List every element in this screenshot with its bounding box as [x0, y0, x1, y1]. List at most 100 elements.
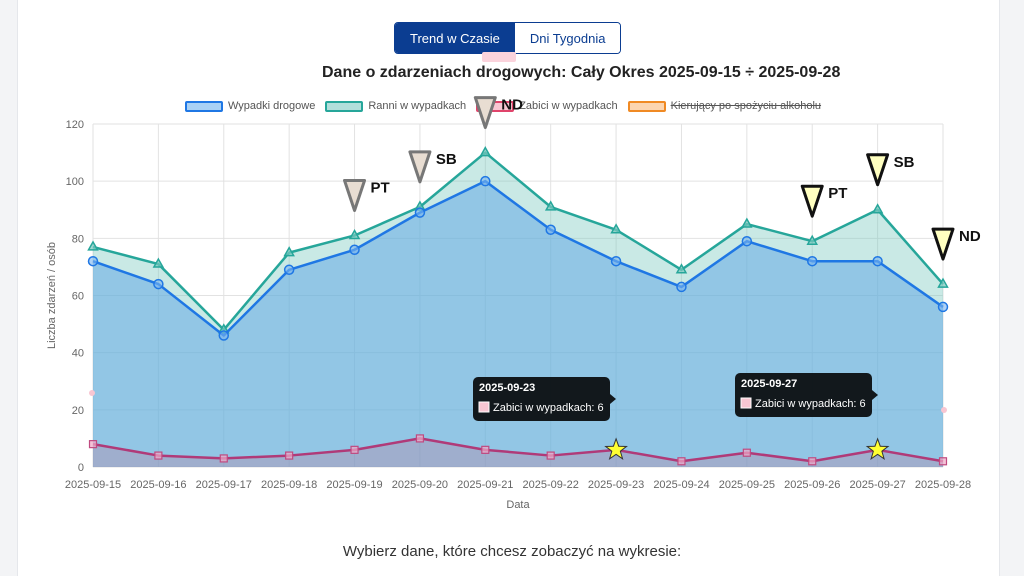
- y-tick-label: 0: [78, 462, 84, 474]
- x-tick-label: 2025-09-23: [588, 479, 644, 491]
- tooltip-caret: [872, 390, 878, 400]
- y-tick-label: 100: [66, 176, 84, 188]
- y-tick-label: 40: [72, 348, 84, 360]
- injured-point: [479, 146, 492, 157]
- legend-swatch: [185, 100, 223, 112]
- injured-point: [283, 246, 295, 257]
- accidents-point: [153, 278, 164, 290]
- killed-point: [677, 457, 686, 466]
- tooltip-value: Zabici w wypadkach: 6: [493, 402, 604, 414]
- legend-label: Zabici w wypadkach: [519, 100, 618, 112]
- injured-point: [741, 217, 753, 228]
- killed-point: [219, 454, 228, 463]
- injured-point: [806, 234, 819, 245]
- series-killed-area: [93, 438, 943, 467]
- chart-legend: Wypadki drogowe Ranni w wypadkach Zabici…: [185, 100, 831, 112]
- legend-label: Kierujący po spożyciu alkoholu: [670, 100, 822, 112]
- series-injured-line: [92, 179, 944, 337]
- tooltip-swatch: [478, 401, 490, 413]
- accidents-point: [283, 264, 295, 276]
- hidden-point: [941, 407, 947, 413]
- tooltip-caret: [610, 394, 616, 404]
- series-injured-area: [93, 181, 943, 467]
- injured-point: [610, 223, 622, 234]
- y-tick-label: 120: [66, 119, 84, 131]
- weekday-label: PT: [371, 179, 390, 196]
- injured-point: [348, 228, 361, 240]
- weekday-marker-icon: [408, 150, 432, 184]
- legend-item-accidents[interactable]: Wypadki drogowe: [185, 100, 315, 112]
- killed-point: [481, 445, 490, 454]
- highlight-star-icon: [604, 437, 628, 460]
- x-tick-label: 2025-09-24: [653, 479, 709, 491]
- injured-point: [675, 263, 688, 274]
- x-tick-label: 2025-09-26: [784, 479, 840, 491]
- legend-item-alcohol[interactable]: Kierujący po spożyciu alkoholu: [627, 100, 822, 112]
- tooltip-box: [735, 373, 872, 417]
- injured-point: [544, 200, 557, 211]
- legend-item-injured[interactable]: Ranni w wypadkach: [325, 100, 466, 112]
- x-tick-label: 2025-09-22: [523, 479, 579, 491]
- y-tick-label: 20: [72, 405, 84, 417]
- y-axis-title: Liczba zdarzeń / osób: [46, 242, 58, 349]
- weekday-marker-icon: [931, 227, 955, 261]
- weekday-label: ND: [501, 97, 523, 114]
- injured-point: [871, 203, 884, 214]
- accidents-point: [872, 255, 883, 267]
- accidents-point: [806, 255, 818, 267]
- weekday-marker-icon: [866, 153, 890, 187]
- legend-swatch: [325, 100, 364, 112]
- accidents-point: [545, 224, 556, 236]
- legend-label: Wypadki drogowe: [228, 100, 316, 112]
- injured-point: [87, 240, 99, 251]
- x-tick-label: 2025-09-19: [326, 479, 382, 491]
- tooltip-swatch: [740, 397, 752, 409]
- accidents-point: [218, 330, 230, 341]
- y-tick-label: 60: [72, 291, 84, 303]
- tooltip-value: Zabici w wypadkach: 6: [755, 398, 866, 410]
- x-tick-label: 2025-09-21: [457, 479, 513, 491]
- chart-title: Dane o zdarzeniach drogowych: Cały Okres…: [322, 64, 841, 81]
- data-selection-prompt: Wybierz dane, które chcesz zobaczyć na w…: [342, 543, 682, 560]
- x-axis-title: Data: [506, 499, 530, 511]
- weekday-marker-icon: [800, 184, 824, 218]
- accidents-point: [480, 175, 491, 187]
- killed-point: [350, 445, 359, 454]
- killed-point: [415, 434, 425, 443]
- x-tick-label: 2025-09-28: [915, 479, 971, 491]
- x-tick-label: 2025-09-17: [196, 479, 252, 491]
- x-tick-label: 2025-09-15: [65, 479, 121, 491]
- accidents-point: [676, 281, 687, 293]
- weekday-marker-icon: [473, 96, 497, 130]
- tooltip-date: 2025-09-23: [479, 382, 535, 394]
- weekday-label: SB: [894, 154, 915, 171]
- tooltip-date: 2025-09-27: [741, 378, 797, 390]
- tooltip-box: [473, 377, 610, 421]
- accidents-point: [937, 301, 949, 313]
- accidents-point: [741, 235, 753, 247]
- weekday-tab-button[interactable]: Dni Tygodnia: [514, 23, 621, 53]
- accidents-point: [414, 207, 426, 218]
- hidden-point: [89, 390, 95, 396]
- killed-point: [546, 451, 555, 460]
- killed-point: [285, 451, 294, 460]
- killed-point: [808, 457, 817, 466]
- accidents-point: [349, 244, 360, 256]
- weekday-label: ND: [959, 228, 981, 245]
- x-tick-label: 2025-09-20: [392, 479, 448, 491]
- decorative-marker: [482, 52, 516, 62]
- x-tick-label: 2025-09-27: [849, 479, 905, 491]
- legend-swatch: [627, 100, 666, 112]
- accidents-point: [610, 255, 622, 267]
- x-tick-label: 2025-09-25: [719, 479, 775, 491]
- x-tick-label: 2025-09-16: [130, 479, 186, 491]
- x-tick-label: 2025-09-18: [261, 479, 317, 491]
- trend-tab-button[interactable]: Trend w Czasie: [395, 23, 515, 53]
- series-killed-line: [92, 437, 944, 463]
- killed-point: [938, 457, 948, 466]
- killed-point: [154, 451, 163, 460]
- injured-point: [937, 277, 949, 288]
- killed-point: [88, 440, 98, 449]
- highlight-star-icon: [865, 437, 890, 460]
